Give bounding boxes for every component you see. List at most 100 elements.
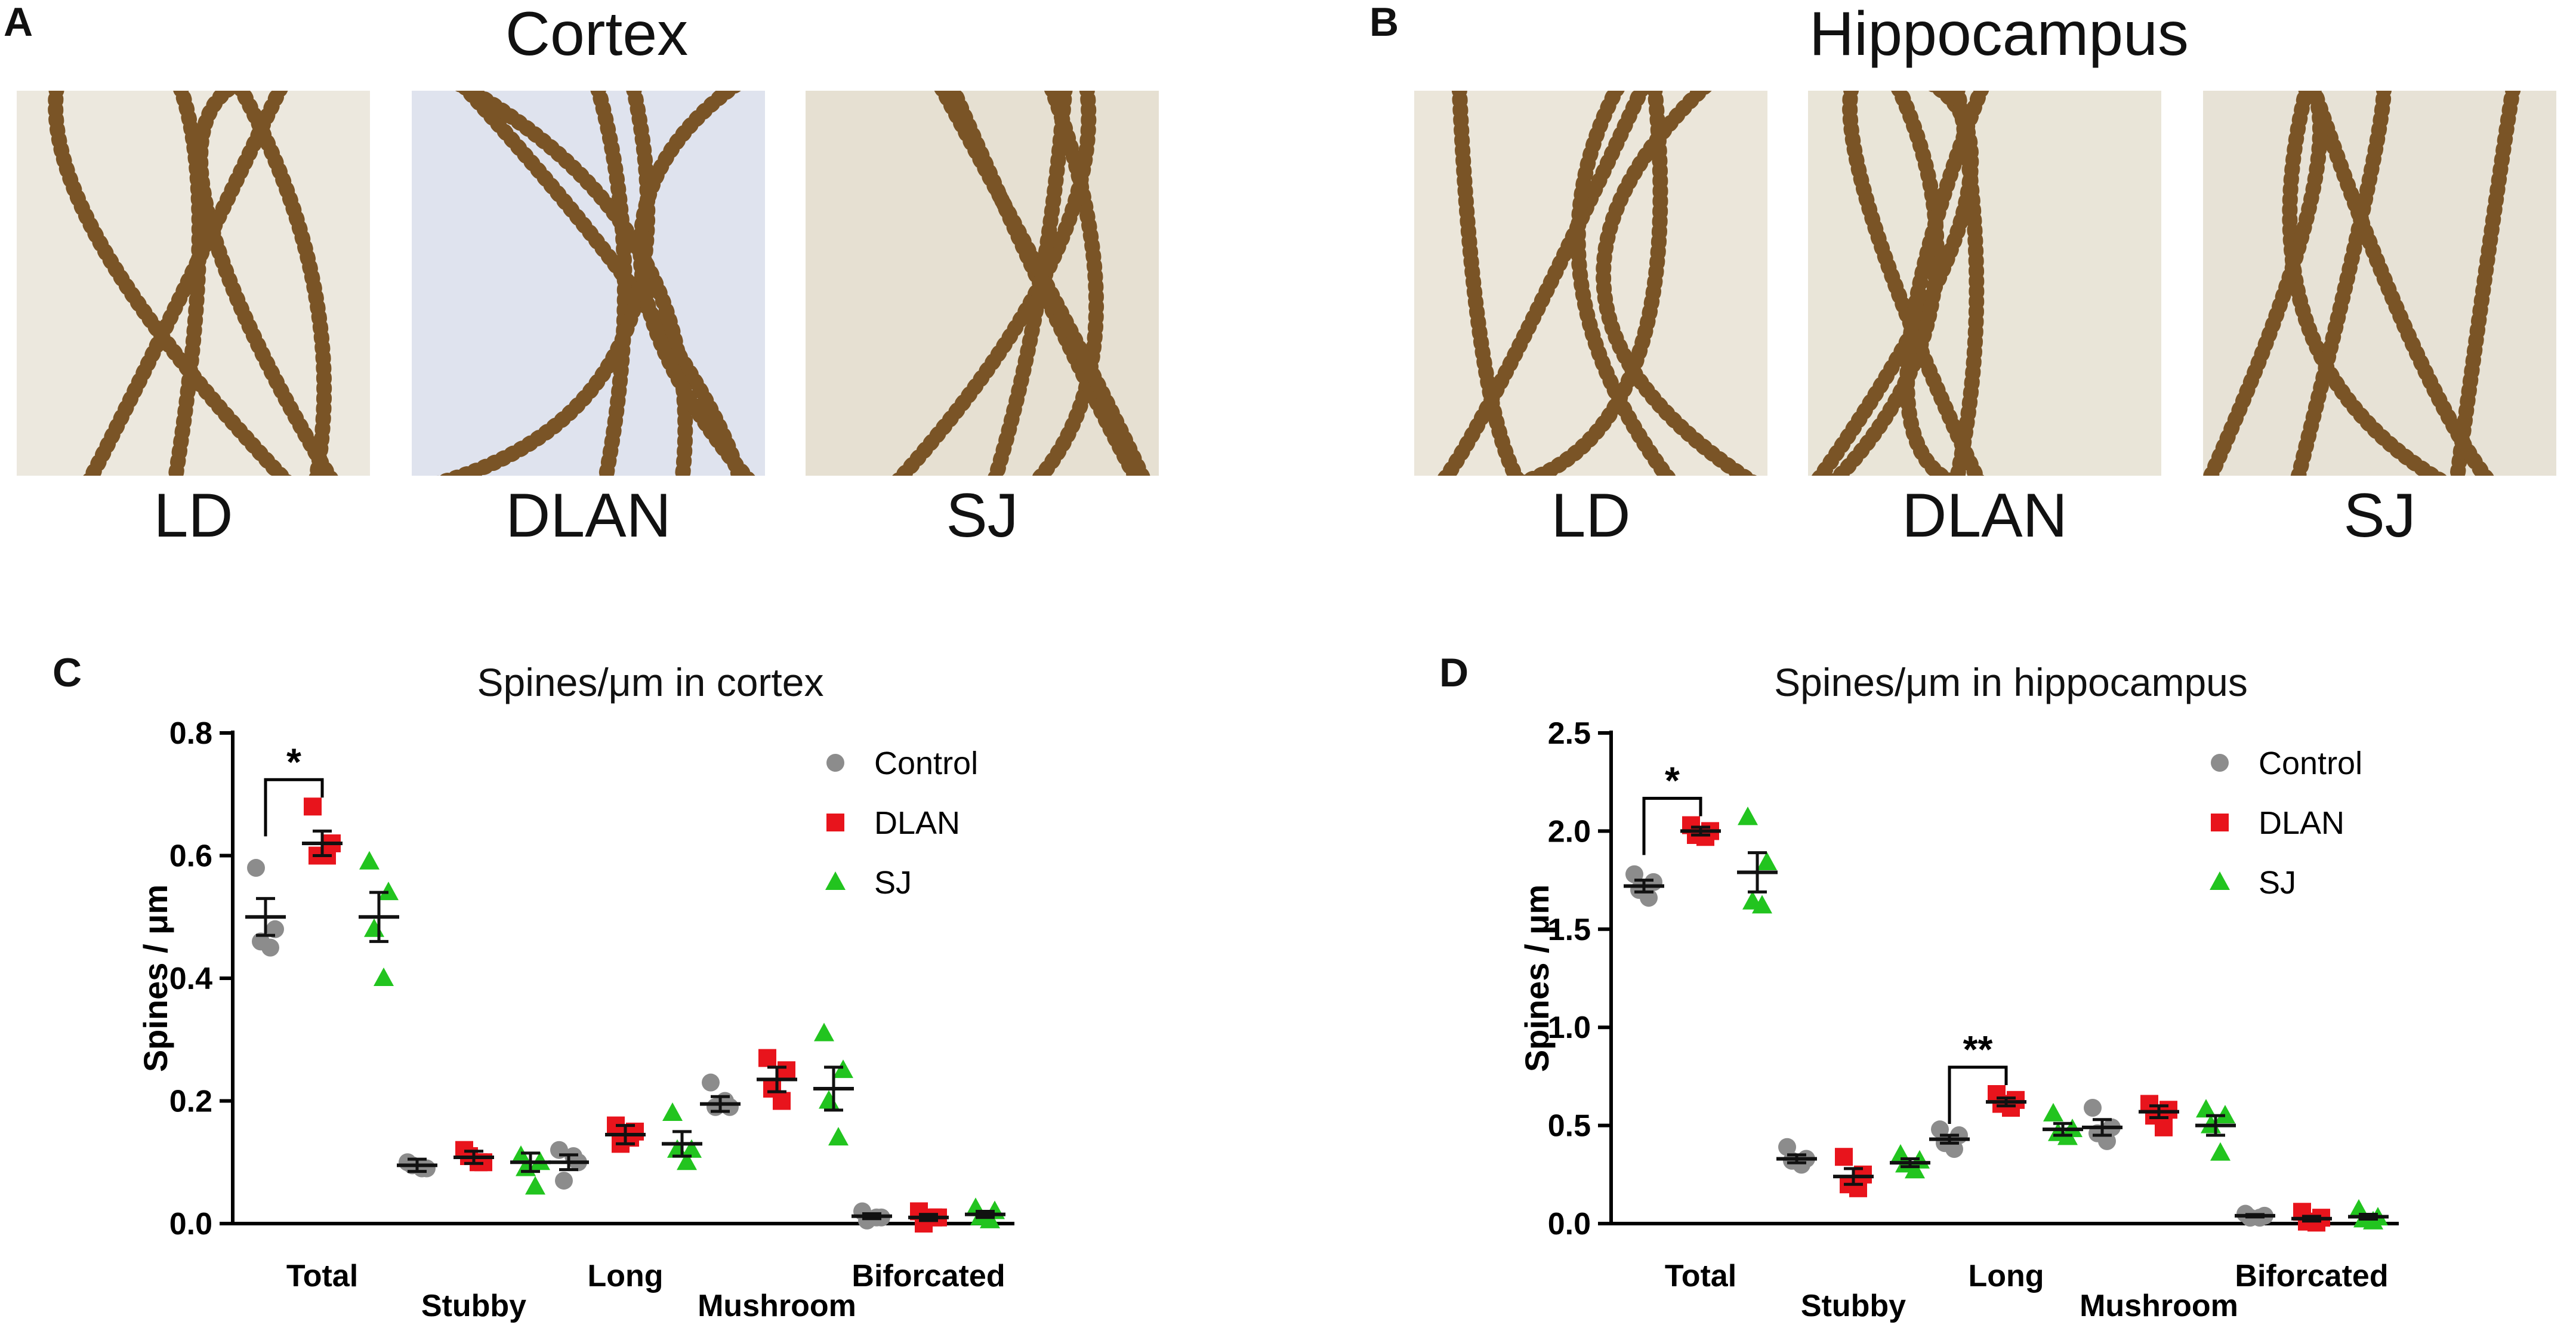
data-point bbox=[778, 1061, 795, 1080]
dendrite-spines bbox=[1842, 91, 1985, 476]
panel-b-title: Hippocampus bbox=[1809, 0, 2189, 69]
dendrite-spines bbox=[1899, 91, 1989, 476]
legend-label: SJ bbox=[874, 865, 912, 901]
cortex-ld-label: LD bbox=[153, 481, 233, 550]
data-point bbox=[2211, 814, 2229, 831]
x-tick-label: Long bbox=[1968, 1259, 2044, 1293]
dendrite-spines bbox=[590, 91, 633, 476]
legend-label: DLAN bbox=[874, 805, 960, 841]
data-point bbox=[359, 851, 380, 870]
dendrite-spines bbox=[2290, 91, 2392, 476]
significance-label: * bbox=[286, 740, 301, 783]
cortex-sj-label: SJ bbox=[946, 481, 1019, 550]
significance-label: * bbox=[1665, 759, 1680, 802]
dendrite-spines bbox=[2306, 91, 2494, 476]
panel-a-letter: A bbox=[4, 0, 33, 45]
x-tick-label: Stubby bbox=[1801, 1289, 1906, 1323]
legend-label: Control bbox=[874, 745, 978, 781]
dendrite-spines bbox=[988, 91, 1073, 476]
legend-label: DLAN bbox=[2259, 805, 2344, 841]
data-point bbox=[247, 859, 265, 877]
significance-bracket bbox=[1642, 797, 1702, 855]
data-point bbox=[702, 1073, 720, 1092]
dendrite-spines bbox=[1031, 91, 1105, 476]
x-tick-label: Mushroom bbox=[698, 1289, 856, 1323]
dendrite-spines bbox=[1518, 91, 1668, 476]
data-point bbox=[1835, 1148, 1853, 1166]
cortex-chart-title: Spines/μm in cortex bbox=[477, 660, 824, 704]
data-point bbox=[364, 918, 384, 937]
panel-c-letter: C bbox=[53, 650, 82, 695]
x-tick-label: Total bbox=[1665, 1259, 1736, 1293]
data-point bbox=[825, 871, 846, 890]
data-point bbox=[826, 814, 844, 831]
y-tick-label: 0.0 bbox=[169, 1207, 212, 1241]
data-point bbox=[1752, 895, 1772, 914]
data-point bbox=[2043, 1102, 2063, 1122]
significance-bracket bbox=[1948, 1065, 2008, 1124]
micrograph-texture bbox=[1808, 91, 2161, 476]
y-tick-label: 2.0 bbox=[1548, 814, 1591, 849]
micrograph-texture bbox=[412, 91, 765, 476]
x-tick-label: Stubby bbox=[421, 1289, 526, 1323]
y-tick-label: 0.2 bbox=[169, 1085, 212, 1119]
dendrite-spines bbox=[1570, 91, 1677, 476]
data-point bbox=[828, 1127, 849, 1146]
data-point bbox=[374, 968, 394, 986]
dendrite-spines bbox=[934, 91, 1150, 476]
hippocampus-sj-label: SJ bbox=[2343, 481, 2416, 550]
hippocampus-sj-micrograph bbox=[2203, 91, 2556, 476]
dendrite-spines bbox=[2203, 91, 2328, 476]
x-tick-label: Biforcated bbox=[852, 1259, 1005, 1293]
panel-a-title: Cortex bbox=[505, 0, 689, 69]
cortex-sj-micrograph bbox=[806, 91, 1159, 476]
cortex-dlan-label: DLAN bbox=[505, 481, 671, 550]
micrograph-texture bbox=[17, 91, 370, 476]
dendrite-spines bbox=[48, 91, 292, 476]
y-tick-label: 0.6 bbox=[169, 839, 212, 874]
x-tick-label: Mushroom bbox=[2080, 1289, 2238, 1323]
data-point bbox=[2084, 1099, 2102, 1117]
significance-label: ** bbox=[1963, 1028, 1993, 1071]
data-point bbox=[2196, 1099, 2216, 1118]
data-point bbox=[833, 1059, 853, 1079]
dendrite-spines bbox=[633, 91, 755, 476]
x-tick-label: Long bbox=[587, 1259, 663, 1293]
data-point bbox=[662, 1102, 683, 1122]
x-tick-label: Total bbox=[286, 1259, 358, 1293]
x-tick-label: Biforcated bbox=[2235, 1259, 2388, 1293]
data-point bbox=[2215, 1105, 2235, 1124]
data-point bbox=[1905, 1160, 1925, 1179]
data-point bbox=[773, 1092, 791, 1110]
y-tick-label: 1.0 bbox=[1548, 1010, 1591, 1045]
y-tick-label: 2.5 bbox=[1548, 716, 1591, 751]
data-point bbox=[261, 938, 279, 957]
data-point bbox=[677, 1151, 697, 1170]
cortex-spine-density-chart: 0.0 0.2 0.4 0.6 0.8 Spines / μm Total Stubby Lon… bbox=[137, 716, 1014, 1323]
data-point bbox=[2210, 871, 2230, 890]
hippocampus-ld-label: LD bbox=[1551, 481, 1631, 550]
micrograph-texture bbox=[806, 91, 1159, 476]
data-point bbox=[525, 1176, 545, 1195]
hippocampus-ld-micrograph bbox=[1414, 91, 1767, 476]
data-point bbox=[1738, 806, 1758, 825]
data-point bbox=[2210, 1142, 2231, 1161]
y-axis-label: Spines / μm bbox=[137, 885, 174, 1072]
legend-label: SJ bbox=[2259, 865, 2296, 901]
cortex-dlan-micrograph bbox=[412, 91, 765, 476]
data-point bbox=[758, 1049, 776, 1067]
data-point bbox=[980, 1209, 1000, 1228]
data-point bbox=[814, 1022, 834, 1042]
panel-d-letter: D bbox=[1439, 650, 1469, 695]
dendrite-spines bbox=[1437, 91, 1650, 476]
data-point bbox=[1778, 1138, 1796, 1156]
hippocampus-spine-density-chart: 0.0 0.5 1.0 1.5 2.0 2.5 Spines / μm Total Stubby… bbox=[1518, 716, 2399, 1323]
data-point bbox=[2155, 1118, 2173, 1136]
data-point bbox=[826, 754, 844, 772]
data-point bbox=[555, 1172, 573, 1190]
micrograph-texture bbox=[2203, 91, 2556, 476]
data-point bbox=[304, 797, 322, 816]
y-tick-label: 0.8 bbox=[169, 716, 212, 751]
data-point bbox=[266, 920, 284, 938]
dendrite-spines bbox=[1829, 91, 1945, 476]
